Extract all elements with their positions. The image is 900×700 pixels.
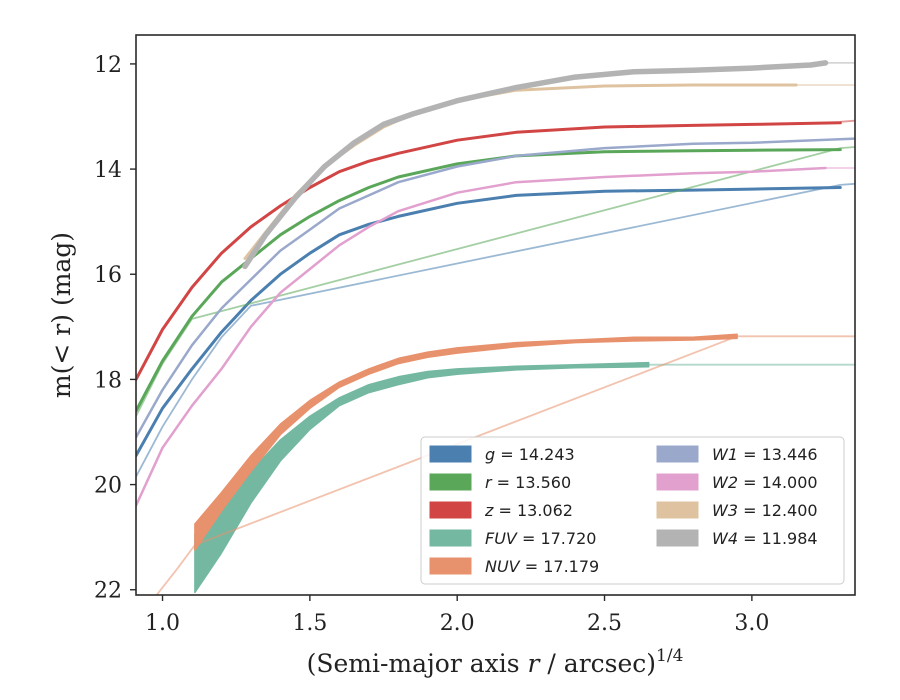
legend-frame xyxy=(420,436,845,585)
legend-entry-w2: W2 = 14.000 xyxy=(712,473,818,492)
legend-entry-fuv: FUV = 17.720 xyxy=(485,529,596,548)
legend-swatch-w3 xyxy=(656,501,699,519)
series-z-line xyxy=(136,121,842,381)
x-axis-title: (Semi-major axis r / arcsec)1/4 xyxy=(307,646,684,678)
series-g-line xyxy=(136,186,842,458)
y-tick-label: 16 xyxy=(94,263,122,288)
series-g-extrapolation xyxy=(136,182,855,478)
legend-swatch-z xyxy=(429,501,472,519)
legend: g = 14.243 r = 13.560 z = 13.062 FUV = 17.7… xyxy=(420,436,845,585)
y-tick-label: 14 xyxy=(94,158,122,183)
series-w2-line xyxy=(136,166,827,507)
series-nuv-band xyxy=(194,333,738,552)
series-fuv-band xyxy=(194,361,650,594)
legend-entry-g: g = 14.243 xyxy=(485,445,575,464)
legend-entry-w4: W4 = 11.984 xyxy=(712,529,818,548)
x-tick-label: 2.5 xyxy=(587,611,622,636)
series-r-line xyxy=(136,148,842,413)
series-w4-line xyxy=(242,60,829,270)
legend-swatch-nuv xyxy=(429,557,472,575)
y-axis-title: m(< r) (mag) xyxy=(47,232,76,398)
legend-entry-z: z = 13.062 xyxy=(484,501,573,520)
x-tick-label: 1.5 xyxy=(292,611,327,636)
series-layer xyxy=(136,60,855,595)
legend-entry-w3: W3 = 12.400 xyxy=(712,501,818,520)
legend-swatch-w2 xyxy=(656,473,699,491)
y-tick-label: 18 xyxy=(94,368,122,393)
y-tick-label: 12 xyxy=(94,53,122,78)
x-tick-label: 2.0 xyxy=(440,611,475,636)
legend-swatch-fuv xyxy=(429,529,472,547)
legend-entry-w1: W1 = 13.446 xyxy=(712,445,818,464)
y-tick-label: 20 xyxy=(94,474,122,499)
legend-swatch-w1 xyxy=(656,445,699,463)
series-w1-line xyxy=(136,137,855,439)
ticks-layer: 1.0 1.5 2.0 2.5 3.0 12 14 16 18 20 22 xyxy=(94,53,769,636)
series-z-extrapolation xyxy=(840,119,855,123)
legend-entry-r: r = 13.560 xyxy=(485,473,571,492)
legend-entry-nuv: NUV = 17.179 xyxy=(485,557,599,576)
y-tick-label: 22 xyxy=(94,579,122,604)
legend-swatch-r xyxy=(429,473,472,491)
series-r-extrapolation xyxy=(136,146,855,417)
x-tick-label: 3.0 xyxy=(734,611,769,636)
x-tick-label: 1.0 xyxy=(145,611,180,636)
plot-frame xyxy=(135,34,856,596)
legend-swatch-w4 xyxy=(656,529,699,547)
legend-swatch-g xyxy=(429,445,472,463)
